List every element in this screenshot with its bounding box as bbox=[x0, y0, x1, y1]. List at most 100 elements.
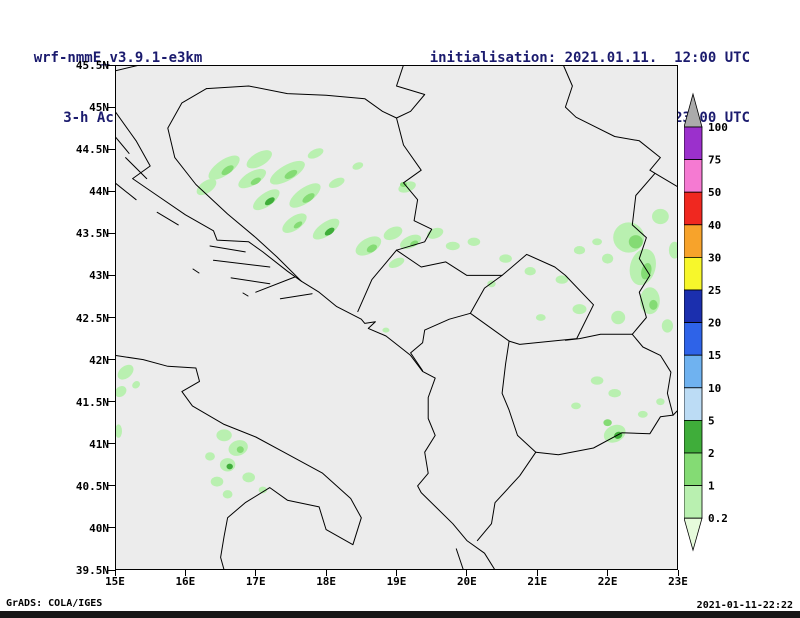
y-axis-tick-mark bbox=[108, 64, 115, 66]
legend-level-label: 100 bbox=[708, 121, 728, 134]
legend-level-label: 75 bbox=[708, 154, 721, 167]
precip-cell bbox=[324, 227, 335, 236]
legend-colorbar: 100 75 50 40 30 25 20 15 10 5 2 1 0.2 bbox=[683, 92, 746, 570]
precip-cell bbox=[652, 208, 669, 225]
y-axis-tick-label: 41N bbox=[89, 437, 109, 451]
precip-cell bbox=[236, 446, 244, 453]
x-axis-tick-label: 21E bbox=[527, 575, 548, 588]
init-time-label: initialisation: 2021.01.11. 12:00 UTC bbox=[429, 50, 750, 66]
precip-cell bbox=[205, 452, 215, 461]
legend-color-band bbox=[683, 354, 703, 389]
border-albania-macedonia bbox=[501, 340, 537, 453]
y-axis-tick-label: 42.5N bbox=[75, 311, 109, 325]
x-axis-tick-label: 23E bbox=[668, 575, 688, 588]
border-montenegro-albania bbox=[410, 312, 471, 372]
y-axis-tick-label: 45.5N bbox=[75, 59, 109, 72]
precip-cell bbox=[637, 410, 648, 418]
y-axis-tick-mark bbox=[108, 232, 115, 234]
legend-color-band bbox=[683, 126, 703, 160]
legend-color-band bbox=[683, 387, 703, 421]
precip-cell bbox=[555, 275, 569, 284]
legend-level-label: 5 bbox=[708, 414, 715, 427]
precip-cell bbox=[572, 304, 587, 315]
precip-cell bbox=[115, 424, 122, 438]
precip-cell bbox=[366, 244, 378, 253]
precip-cell bbox=[246, 150, 272, 169]
x-axis-tick-mark bbox=[114, 570, 116, 576]
x-axis-tick-label: 19E bbox=[386, 575, 407, 588]
x-axis-tick-mark bbox=[536, 570, 538, 576]
precip-cell bbox=[656, 398, 665, 406]
bottom-bar bbox=[0, 611, 800, 618]
precip-cell bbox=[628, 235, 643, 249]
x-axis-tick-label: 18E bbox=[316, 575, 337, 588]
precip-cell bbox=[400, 234, 422, 249]
legend-color-band bbox=[683, 452, 703, 486]
x-axis-tick-mark bbox=[184, 570, 186, 576]
precip-cell bbox=[400, 182, 407, 187]
x-axis-tick-mark bbox=[466, 570, 468, 576]
precip-cell bbox=[238, 168, 267, 189]
x-axis-tick-label: 15E bbox=[105, 575, 125, 588]
legend-color-band bbox=[683, 289, 703, 323]
precip-cell bbox=[535, 314, 546, 321]
border-croatia-bosnia-west bbox=[167, 88, 302, 282]
precip-cell bbox=[592, 238, 602, 246]
precip-cell bbox=[355, 236, 382, 256]
border-macedonia-greece bbox=[535, 414, 674, 456]
precip-cell bbox=[668, 241, 678, 259]
y-axis-tick-label: 44.5N bbox=[75, 143, 109, 157]
precip-cell bbox=[258, 486, 267, 494]
legend-level-label: 2 bbox=[708, 447, 715, 460]
precip-cell bbox=[388, 257, 405, 269]
precip-cell bbox=[132, 381, 140, 389]
precip-cell bbox=[640, 287, 660, 315]
legend-color-band bbox=[683, 419, 703, 454]
precip-cell bbox=[603, 419, 612, 427]
colorbar-svg: 100 75 50 40 30 25 20 15 10 5 2 1 0.2 bbox=[683, 92, 728, 552]
precip-cell bbox=[573, 246, 586, 255]
y-axis-tick-mark bbox=[108, 401, 115, 403]
precip-cell bbox=[250, 177, 261, 185]
x-axis-tick-label: 17E bbox=[245, 575, 266, 588]
precip-cell bbox=[524, 267, 536, 276]
x-axis-tick-label: 22E bbox=[597, 575, 618, 588]
legend-level-label: 50 bbox=[708, 186, 721, 199]
border-serbia-romania-bulgaria bbox=[562, 65, 678, 188]
precip-cell bbox=[312, 218, 340, 240]
y-axis-tick-mark bbox=[108, 148, 115, 150]
model-title: wrf-nmmE_v3.9.1-e3km bbox=[33, 50, 203, 66]
legend-level-label: 30 bbox=[708, 251, 721, 264]
precip-cell bbox=[216, 429, 232, 442]
precip-cell bbox=[328, 177, 345, 189]
precip-cell bbox=[603, 424, 626, 443]
y-axis-tick-label: 44N bbox=[89, 185, 109, 199]
precip-cell bbox=[253, 189, 280, 211]
y-axis-tick-mark bbox=[108, 190, 115, 192]
y-axis-tick-label: 40N bbox=[89, 521, 109, 535]
precip-cell bbox=[608, 389, 621, 398]
legend-color-band bbox=[683, 322, 703, 356]
precip-cell bbox=[289, 183, 321, 208]
x-axis-tick-mark bbox=[607, 570, 609, 576]
legend-level-label: 25 bbox=[708, 284, 721, 297]
precip-cell bbox=[499, 254, 512, 263]
y-axis-tick-label: 45N bbox=[89, 101, 109, 115]
creation-timestamp: 2021-01-11-22:22 bbox=[696, 600, 793, 611]
legend-color-band bbox=[683, 159, 703, 193]
plot-frame bbox=[115, 65, 678, 570]
x-axis-tick-mark bbox=[677, 570, 679, 576]
y-axis-tick-mark bbox=[108, 274, 115, 276]
precip-cell bbox=[226, 463, 233, 470]
precip-cell bbox=[293, 221, 303, 229]
precip-cell bbox=[641, 262, 652, 280]
legend-color-band bbox=[683, 191, 703, 226]
legend-arrow-above-max bbox=[683, 92, 703, 128]
precip-cell bbox=[383, 226, 403, 241]
x-axis-tick-mark bbox=[396, 570, 397, 576]
y-axis-tick-mark bbox=[108, 359, 115, 361]
legend-level-label: 20 bbox=[708, 317, 721, 330]
precip-cell bbox=[208, 155, 240, 180]
precip-cell bbox=[649, 299, 658, 310]
precip-cell bbox=[602, 253, 614, 264]
